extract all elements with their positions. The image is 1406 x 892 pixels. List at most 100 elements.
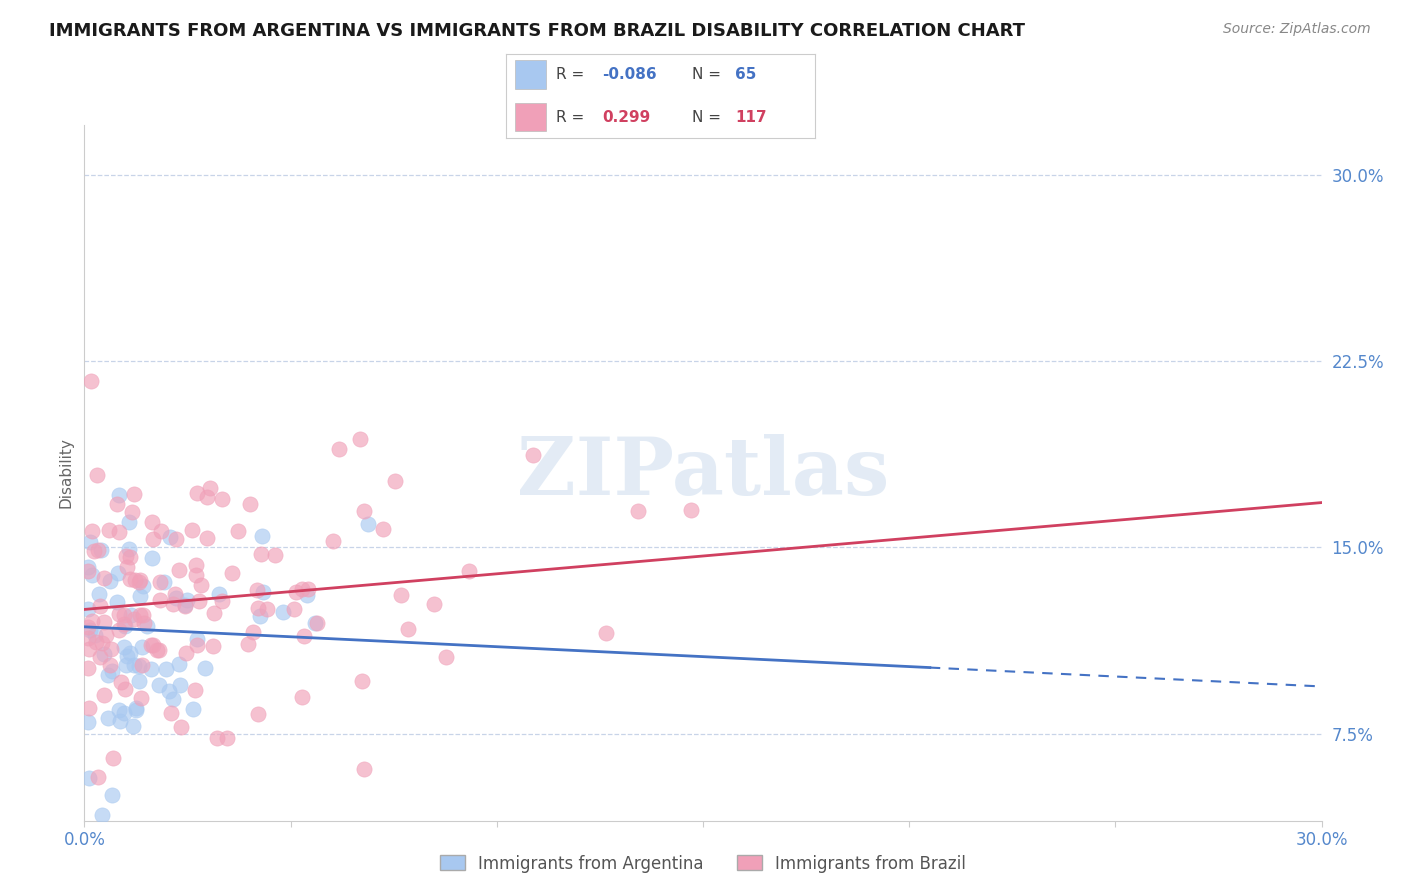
Point	[165, 532, 187, 546]
Point	[128, 659, 150, 673]
Point	[112, 617, 135, 632]
Point	[150, 524, 173, 538]
Point	[353, 762, 375, 776]
Point	[252, 528, 274, 542]
Point	[98, 657, 121, 672]
Text: 0.299: 0.299	[602, 110, 651, 125]
Point	[349, 433, 371, 447]
Point	[291, 582, 314, 596]
Point	[131, 640, 153, 655]
Point	[679, 503, 702, 517]
Point	[201, 639, 224, 653]
Point	[125, 701, 148, 715]
Point	[250, 548, 273, 562]
Point	[86, 467, 108, 482]
Point	[305, 615, 328, 630]
Point	[87, 770, 110, 784]
Point	[159, 529, 181, 543]
Point	[112, 607, 135, 622]
Point	[115, 559, 138, 574]
Point	[89, 599, 111, 614]
Point	[80, 567, 103, 582]
Point	[384, 474, 406, 488]
Point	[292, 629, 315, 643]
Point	[236, 637, 259, 651]
Point	[136, 618, 159, 632]
Point	[107, 624, 129, 638]
Point	[142, 532, 165, 546]
Point	[77, 631, 100, 645]
FancyBboxPatch shape	[516, 103, 547, 131]
Point	[186, 632, 208, 647]
Point	[124, 657, 146, 672]
Point	[373, 522, 395, 536]
Point	[121, 719, 143, 733]
Point	[169, 677, 191, 691]
Point	[128, 673, 150, 688]
Point	[184, 568, 207, 582]
Point	[118, 516, 141, 530]
Point	[125, 703, 148, 717]
Point	[79, 771, 101, 785]
Point	[122, 487, 145, 501]
Point	[79, 642, 101, 657]
Text: 117: 117	[735, 110, 766, 125]
Point	[77, 619, 100, 633]
Text: N =: N =	[692, 110, 725, 125]
Point	[84, 635, 107, 649]
Point	[159, 706, 181, 721]
Text: R =: R =	[555, 67, 589, 82]
Point	[122, 612, 145, 626]
Point	[131, 658, 153, 673]
Point	[77, 715, 100, 730]
Point	[100, 641, 122, 656]
Point	[389, 588, 412, 602]
Point	[239, 497, 262, 511]
Point	[252, 584, 274, 599]
Point	[131, 690, 153, 705]
Point	[89, 587, 111, 601]
Point	[101, 788, 124, 802]
Point	[522, 448, 544, 462]
Point	[115, 649, 138, 664]
Point	[128, 574, 150, 588]
Point	[93, 647, 115, 661]
Point	[180, 523, 202, 537]
Point	[94, 628, 117, 642]
Point	[108, 524, 131, 539]
Point	[176, 593, 198, 607]
Point	[107, 607, 129, 621]
Point	[142, 638, 165, 652]
Text: IMMIGRANTS FROM ARGENTINA VS IMMIGRANTS FROM BRAZIL DISABILITY CORRELATION CHART: IMMIGRANTS FROM ARGENTINA VS IMMIGRANTS …	[49, 22, 1025, 40]
Point	[149, 592, 172, 607]
Point	[249, 609, 271, 624]
Point	[93, 571, 115, 585]
Point	[77, 602, 100, 616]
Point	[83, 544, 105, 558]
Point	[97, 711, 120, 725]
Text: 65: 65	[735, 67, 756, 82]
Point	[77, 661, 100, 675]
Point	[98, 523, 121, 537]
Point	[352, 673, 374, 688]
Legend: Immigrants from Argentina, Immigrants from Brazil: Immigrants from Argentina, Immigrants fr…	[433, 848, 973, 880]
Point	[128, 607, 150, 622]
Point	[291, 690, 314, 705]
Point	[190, 578, 212, 592]
Point	[208, 587, 231, 601]
Point	[595, 626, 617, 640]
Point	[128, 575, 150, 590]
Point	[627, 504, 650, 518]
Point	[304, 615, 326, 630]
Point	[187, 594, 209, 608]
Point	[107, 703, 129, 717]
Point	[195, 532, 218, 546]
Point	[434, 650, 457, 665]
Point	[90, 543, 112, 558]
Point	[284, 585, 307, 599]
Point	[120, 572, 142, 586]
Point	[328, 442, 350, 456]
Point	[79, 534, 101, 549]
Point	[105, 595, 128, 609]
Point	[82, 524, 104, 538]
